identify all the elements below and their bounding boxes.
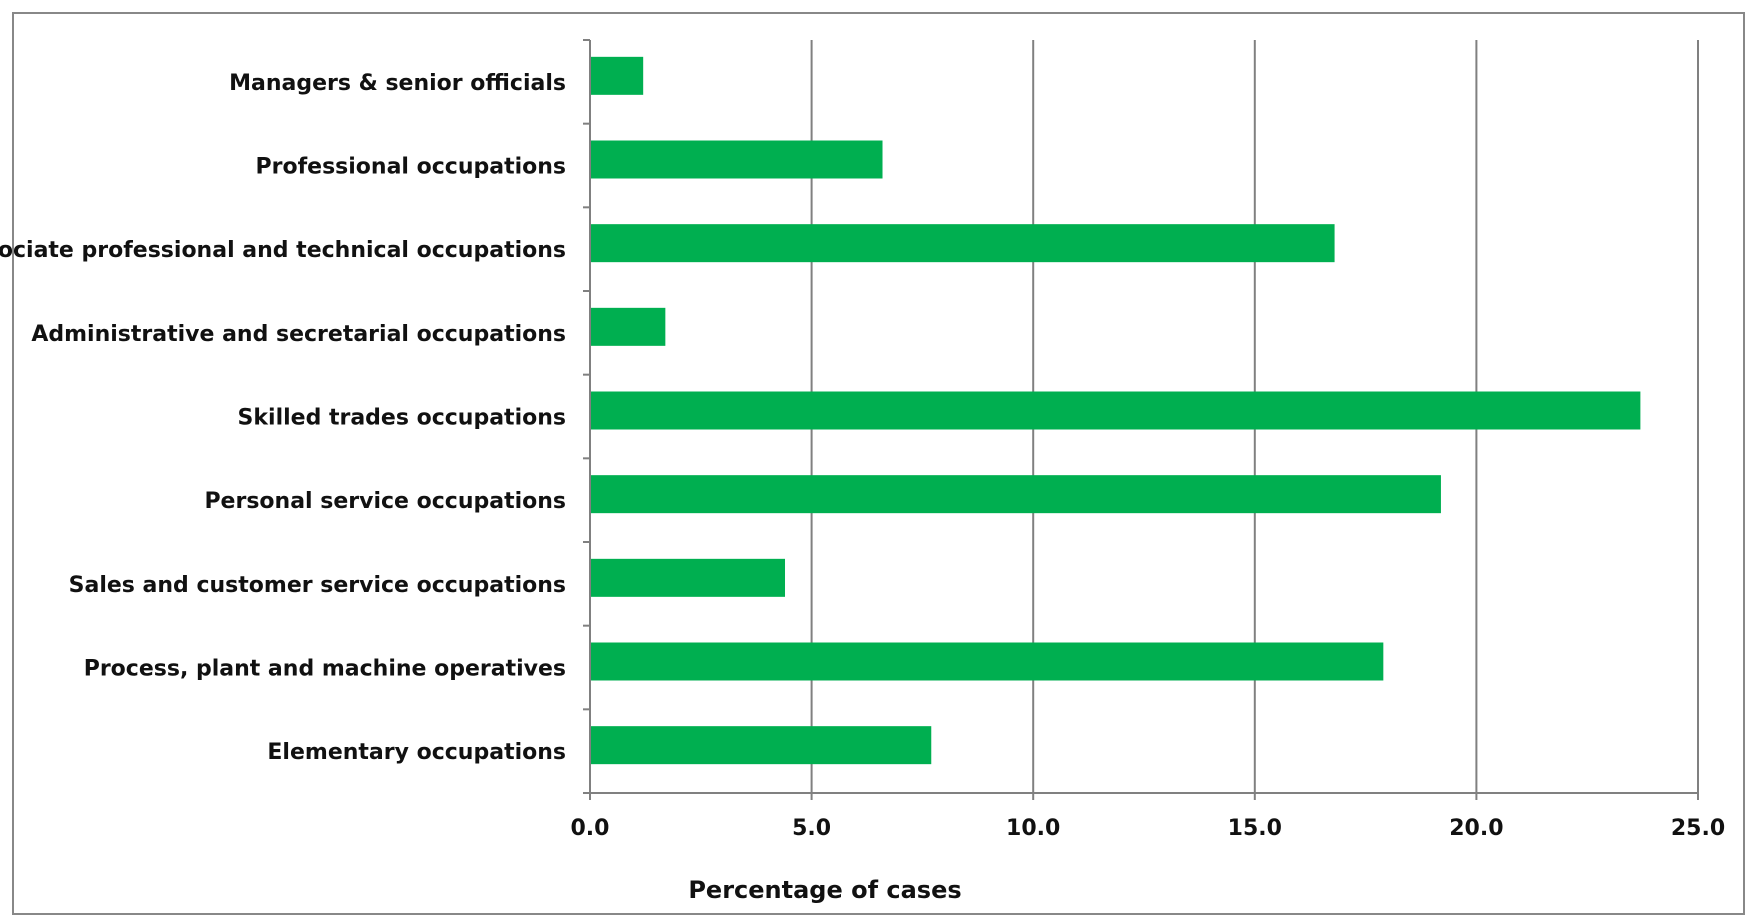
- category-label-7: Process, plant and machine operatives: [84, 657, 566, 682]
- bar-3: [590, 307, 666, 346]
- category-label-8: Elementary occupations: [267, 740, 566, 765]
- category-label-5: Personal service occupations: [204, 489, 566, 514]
- category-label-0: Managers & senior officials: [229, 71, 566, 96]
- category-labels: Managers & senior officials Professional …: [0, 71, 566, 765]
- x-tick-label-5: 25.0: [1671, 816, 1725, 841]
- x-axis-title: Percentage of cases: [688, 876, 961, 904]
- bar-0: [590, 56, 644, 95]
- axes: [589, 40, 1698, 794]
- bar-6: [590, 558, 786, 597]
- bars: [590, 56, 1641, 765]
- x-tick-label-1: 5.0: [792, 816, 831, 841]
- category-label-2: Associate professional and technical occ…: [0, 238, 566, 263]
- bar-5: [590, 475, 1441, 514]
- bar-7: [590, 642, 1384, 681]
- x-tick-label-0: 0.0: [571, 816, 610, 841]
- category-label-4: Skilled trades occupations: [238, 406, 566, 431]
- x-tick-labels: 0.0 5.0 10.0 15.0 20.0 25.0: [571, 816, 1726, 841]
- category-label-3: Administrative and secretarial occupatio…: [31, 322, 566, 347]
- category-label-6: Sales and customer service occupations: [69, 573, 566, 598]
- bar-1: [590, 140, 883, 179]
- bar-2: [590, 224, 1335, 263]
- x-tick-label-3: 15.0: [1228, 816, 1282, 841]
- bar-8: [590, 726, 932, 765]
- x-tick-label-2: 10.0: [1006, 816, 1060, 841]
- bar-4: [590, 391, 1641, 430]
- category-label-1: Professional occupations: [255, 155, 566, 180]
- x-tick-label-4: 20.0: [1449, 816, 1503, 841]
